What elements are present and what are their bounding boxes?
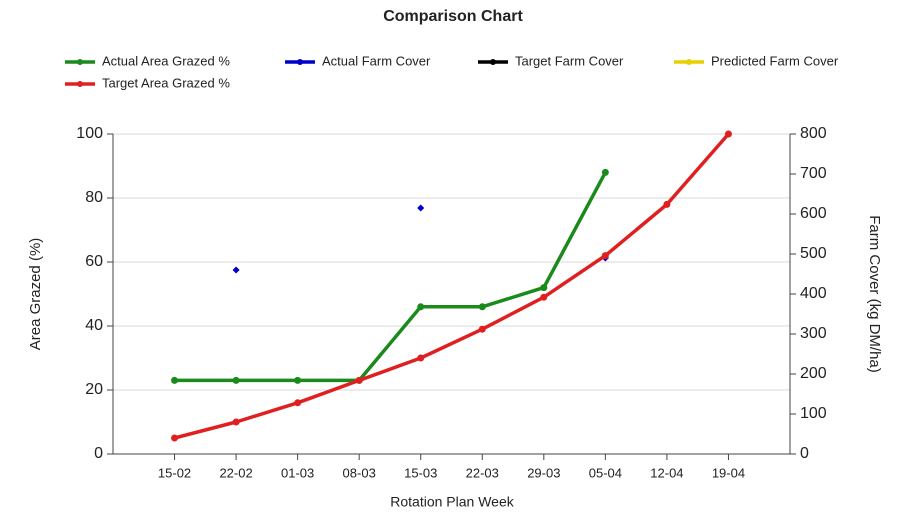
x-tick-label: 29-03 xyxy=(527,465,560,480)
legend-label: Predicted Farm Cover xyxy=(711,53,839,68)
x-tick-label: 01-03 xyxy=(281,465,314,480)
x-tick-label: 08-03 xyxy=(343,465,376,480)
marker xyxy=(478,325,486,333)
y-tick-label: 0 xyxy=(94,445,103,462)
y2-tick-label: 700 xyxy=(800,165,827,182)
legend-label: Target Farm Cover xyxy=(515,53,624,68)
x-tick-label: 12-04 xyxy=(650,465,683,480)
y-tick-label: 60 xyxy=(85,253,103,270)
marker xyxy=(601,168,609,176)
marker xyxy=(355,376,363,384)
x-tick-label: 22-03 xyxy=(466,465,499,480)
x-tick-label: 05-04 xyxy=(589,465,622,480)
marker xyxy=(294,376,302,384)
legend-label: Actual Area Grazed % xyxy=(102,53,230,68)
marker xyxy=(478,303,486,311)
legend-marker xyxy=(77,59,83,65)
y2-tick-label: 600 xyxy=(800,205,827,222)
y2-tick-label: 300 xyxy=(800,325,827,342)
y-tick-label: 40 xyxy=(85,317,103,334)
marker xyxy=(540,284,548,292)
chart-title: Comparison Chart xyxy=(383,8,523,25)
marker xyxy=(171,376,179,384)
y-tick-label: 100 xyxy=(76,125,103,142)
y-tick-label: 20 xyxy=(85,381,103,398)
series-line xyxy=(174,132,730,440)
y2-tick-label: 500 xyxy=(800,245,827,262)
marker xyxy=(232,418,240,426)
y2-tick-label: 0 xyxy=(800,445,809,462)
legend-marker xyxy=(686,59,692,65)
series-line xyxy=(174,171,607,383)
marker xyxy=(601,252,609,260)
y2-tick-label: 100 xyxy=(800,405,827,422)
legend-marker xyxy=(490,59,496,65)
y-tick-label: 80 xyxy=(85,189,103,206)
legend-label: Actual Farm Cover xyxy=(322,53,431,68)
marker xyxy=(232,266,240,274)
legend-label: Target Area Grazed % xyxy=(102,75,230,90)
legend-marker xyxy=(77,81,83,87)
y2-tick-label: 400 xyxy=(800,285,827,302)
x-tick-label: 22-02 xyxy=(219,465,252,480)
x-tick-label: 15-02 xyxy=(158,465,191,480)
y2-axis-label: Farm Cover (kg DM/ha) xyxy=(866,215,883,373)
marker xyxy=(171,434,179,442)
marker xyxy=(294,399,302,407)
marker xyxy=(663,200,671,208)
marker xyxy=(540,293,548,301)
marker xyxy=(724,130,732,138)
y2-tick-label: 200 xyxy=(800,365,827,382)
marker xyxy=(417,204,425,212)
x-tick-label: 15-03 xyxy=(404,465,437,480)
x-axis-label: Rotation Plan Week xyxy=(390,494,514,510)
marker xyxy=(232,376,240,384)
x-tick-label: 19-04 xyxy=(712,465,745,480)
y2-tick-label: 800 xyxy=(800,125,827,142)
marker xyxy=(417,303,425,311)
y-axis-label: Area Grazed (%) xyxy=(27,238,44,351)
marker xyxy=(417,354,425,362)
legend-marker xyxy=(297,59,303,65)
